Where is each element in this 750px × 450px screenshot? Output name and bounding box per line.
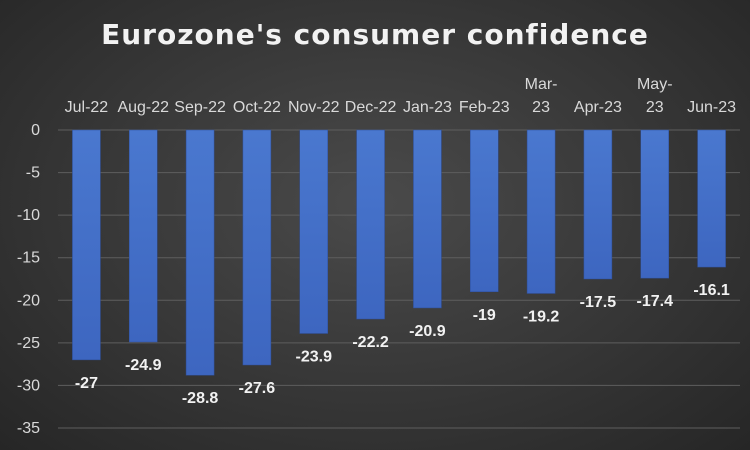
x-tick-label: Jan-23 (403, 99, 452, 116)
bar (470, 129, 499, 293)
y-tick-label: -15 (17, 250, 40, 267)
x-axis-ticks: Jul-22 Aug-22 Sep-22 Oct-22 Nov-22 Dec-22 Jan-… (65, 76, 737, 116)
x-tick-label: Apr-23 (574, 99, 622, 116)
x-tick-label: Oct-22 (233, 99, 281, 116)
y-tick-label: -20 (17, 292, 40, 309)
bar (413, 129, 442, 309)
x-tick-label: Feb-23 (459, 99, 510, 116)
x-tick-label: Jun-23 (687, 99, 736, 116)
x-tick-label: Dec-22 (345, 99, 397, 116)
y-tick-label: -5 (26, 165, 40, 182)
x-tick-label: Aug-22 (117, 99, 169, 116)
data-label: -22.2 (352, 334, 389, 351)
bars (72, 129, 726, 376)
data-label: -16.1 (693, 282, 730, 299)
bar (640, 129, 669, 279)
bar (129, 129, 158, 343)
data-label: -19 (473, 307, 496, 324)
data-label: -20.9 (409, 323, 446, 340)
x-tick-label: Mar-23 (525, 76, 558, 116)
bar (72, 129, 101, 361)
bar (526, 129, 556, 294)
bar (242, 129, 272, 366)
bar (185, 129, 215, 376)
data-label: -17.4 (637, 293, 674, 310)
y-tick-label: -25 (17, 335, 40, 352)
y-tick-label: -30 (17, 377, 40, 394)
data-label: -27.6 (239, 380, 276, 397)
data-label: -24.9 (125, 357, 162, 374)
y-tick-label: 0 (31, 122, 40, 139)
x-tick-label: Nov-22 (288, 99, 340, 116)
x-tick-label: May-23 (637, 76, 673, 116)
y-axis-ticks: 0 -5 -10 -15 -20 -25 -30 -35 (17, 122, 40, 437)
bar (583, 129, 613, 280)
y-tick-label: -10 (17, 207, 40, 224)
data-label: -19.2 (523, 308, 560, 325)
chart-title: Eurozone's consumer confidence (101, 18, 649, 51)
y-tick-label: -35 (17, 420, 40, 437)
data-label: -23.9 (296, 348, 333, 365)
data-label: -27 (75, 375, 98, 392)
x-tick-label: Sep-22 (174, 99, 226, 116)
x-tick-label: Jul-22 (65, 99, 109, 116)
data-label: -17.5 (580, 294, 617, 311)
bar (356, 129, 385, 320)
bar (299, 129, 328, 334)
data-labels: -27 -24.9 -28.8 -27.6 -23.9 -22.2 -20.9 -19 -19.… (75, 282, 730, 407)
gridlines (58, 129, 740, 429)
bar (697, 129, 726, 268)
data-label: -28.8 (182, 390, 219, 407)
